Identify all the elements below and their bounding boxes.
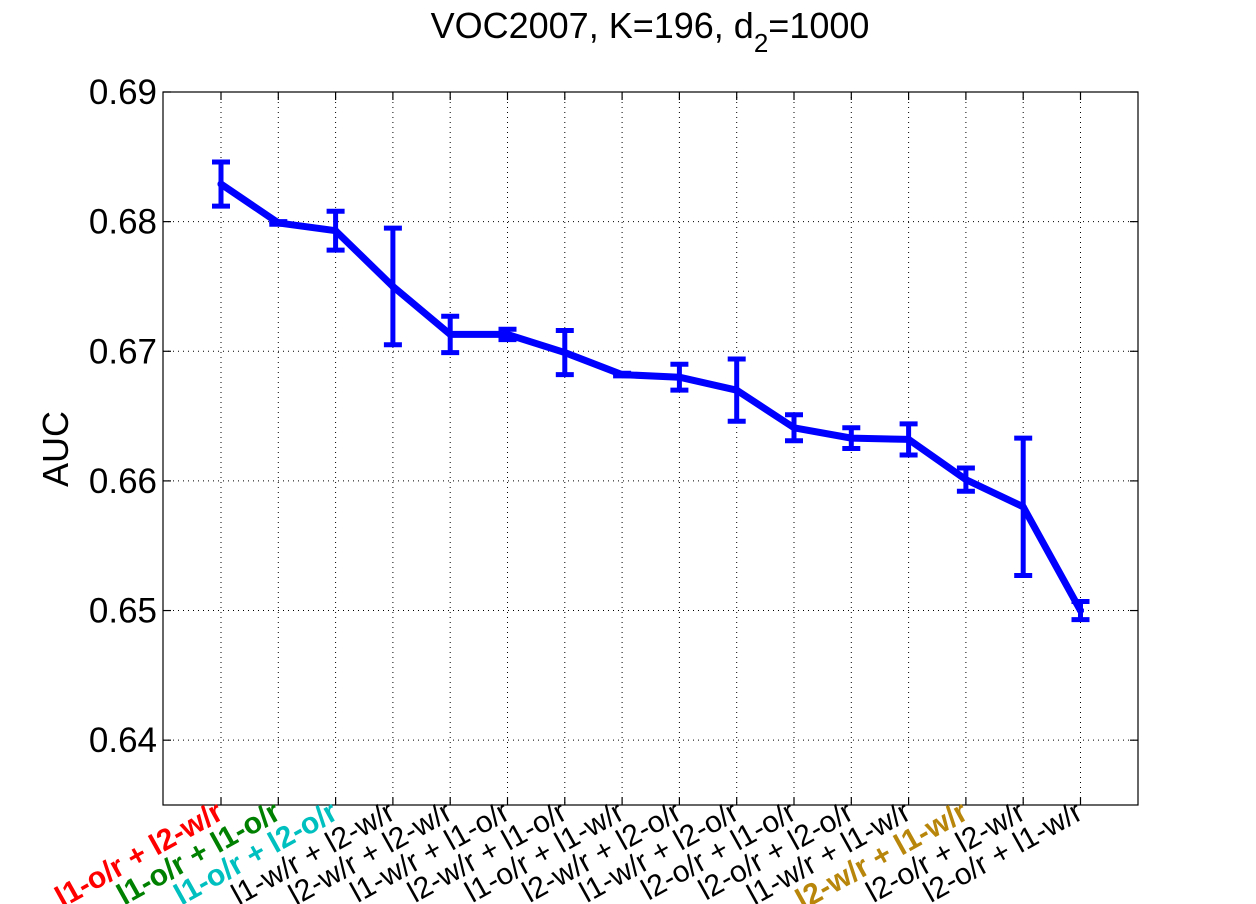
data-point xyxy=(1019,503,1027,511)
data-point xyxy=(504,330,511,338)
error-bar xyxy=(1014,435,1033,579)
series-group xyxy=(212,159,1090,623)
y-tick-label: 0.64 xyxy=(89,721,157,760)
data-point xyxy=(217,180,225,188)
y-axis-label: AUC xyxy=(35,411,76,487)
y-tick-label: 0.67 xyxy=(89,332,157,371)
error-bar xyxy=(899,421,918,458)
data-point xyxy=(1077,607,1084,615)
data-point xyxy=(790,424,798,432)
chart-title-subscript: 2 xyxy=(754,28,768,58)
error-bar xyxy=(727,356,746,424)
y-tick-labels: 0.64 0.65 0.66 0.67 0.68 0.69 xyxy=(89,73,157,760)
error-bar xyxy=(842,425,861,451)
error-bar xyxy=(555,328,574,378)
y-tick-label: 0.68 xyxy=(89,203,157,242)
chart-title: VOC2007, K=196, d2=1000 xyxy=(431,5,870,58)
error-bar xyxy=(670,361,689,393)
error-bar xyxy=(956,465,975,494)
error-bar xyxy=(212,159,230,209)
error-bar xyxy=(785,412,803,444)
axes-frame xyxy=(162,91,1139,806)
data-point xyxy=(446,330,454,338)
data-point xyxy=(905,435,913,443)
y-tick-label: 0.66 xyxy=(89,462,157,501)
error-bar xyxy=(498,326,517,343)
data-point xyxy=(733,386,741,394)
chart-title-main: VOC2007, K=196, d xyxy=(431,5,754,46)
data-point xyxy=(962,476,970,484)
y-tick-label: 0.69 xyxy=(89,73,157,112)
data-point xyxy=(389,282,397,290)
data-point xyxy=(847,434,855,442)
error-bar xyxy=(383,225,402,348)
chart-title-suffix: =1000 xyxy=(768,5,869,46)
error-bar xyxy=(269,219,288,227)
error-bar xyxy=(326,208,345,253)
y-tick-label: 0.65 xyxy=(89,592,157,631)
data-point xyxy=(675,373,683,381)
error-bar xyxy=(441,313,460,356)
data-point xyxy=(332,227,340,235)
series-line xyxy=(217,180,1084,615)
data-point xyxy=(561,349,569,357)
data-point xyxy=(274,219,282,227)
plot-frame xyxy=(162,91,1139,806)
data-point xyxy=(618,371,626,379)
error-bar xyxy=(613,370,632,379)
plot-area xyxy=(163,92,1138,805)
error-bar xyxy=(1071,598,1090,623)
